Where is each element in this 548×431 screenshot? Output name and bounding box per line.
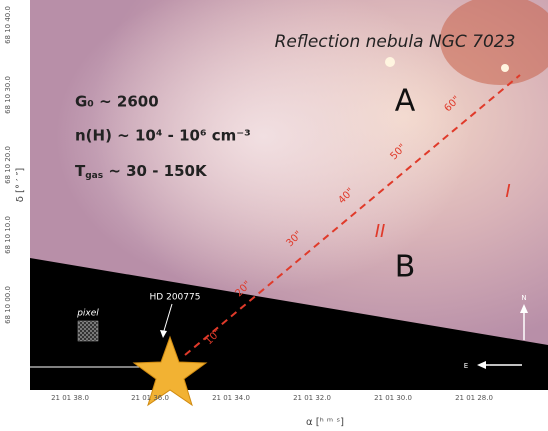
image [30, 0, 548, 390]
x-axis: 21 01 38.0 21 01 36.0 21 01 34.0 21 01 3… [51, 394, 493, 428]
pixel-icon [77, 320, 99, 342]
star-pointer [162, 303, 173, 335]
x-tick-label: 21 01 30.0 [374, 394, 412, 402]
x-axis-label: α [ʰ ᵐ ˢ] [306, 417, 344, 428]
condition-rest: ~ 30 - 150K [103, 162, 208, 180]
y-tick-label: 68 10 10.0 [4, 216, 12, 254]
y-tick-label: 68 10 20.0 [4, 146, 12, 184]
zone-label: I [505, 181, 510, 202]
star-label: HD 200775 [150, 293, 201, 303]
cut-line [184, 74, 521, 356]
condition-sub: gas [85, 171, 103, 181]
x-tick-label: 21 01 32.0 [293, 394, 331, 402]
star-point [385, 57, 395, 67]
y-tick-label: 68 10 40.0 [4, 6, 12, 44]
y-tick-label: 68 10 30.0 [4, 76, 12, 114]
compass-label: N [521, 294, 526, 302]
pixel-label: pixel [76, 309, 99, 319]
north-arrow-head [520, 304, 528, 313]
star-point [501, 64, 509, 72]
star-pointer-head [160, 330, 167, 338]
x-tick-label: 21 01 28.0 [455, 394, 493, 402]
zone-label: II [375, 221, 386, 242]
condition: Tgas ~ 30 - 150K [75, 162, 208, 181]
x-tick-label: 21 01 36.0 [131, 394, 169, 402]
region-label: A [395, 84, 416, 119]
x-tick-label: 21 01 38.0 [51, 394, 89, 402]
y-axis-label: δ [° ′ ″] [15, 168, 26, 203]
y-axis: 68 10 40.0 68 10 30.0 68 10 20.0 68 10 1… [4, 6, 26, 324]
star-icon [132, 335, 208, 407]
condition: n(H) ~ 10⁴ - 10⁶ cm⁻³ [75, 127, 251, 145]
x-tick-label: 21 01 34.0 [212, 394, 250, 402]
bright-region [440, 0, 548, 85]
east-arrow-head [477, 361, 486, 369]
condition-main: T [75, 162, 86, 180]
title: Reflection nebula NGC 7023 [275, 32, 516, 52]
y-tick-label: 68 10 00.0 [4, 286, 12, 324]
compass-label: E [464, 362, 468, 370]
condition: G₀ ~ 2600 [75, 93, 159, 111]
dark-region [30, 258, 548, 390]
region-label: B [395, 250, 416, 285]
